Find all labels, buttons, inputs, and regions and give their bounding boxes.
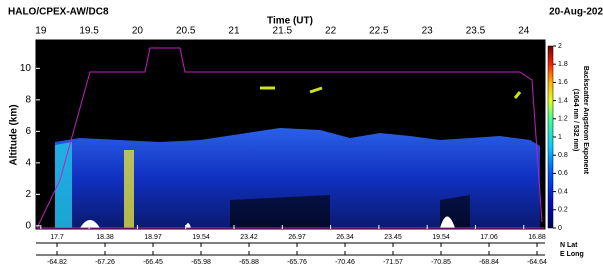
lon-label: -64.64 xyxy=(527,259,547,266)
y-tick-label: 6 xyxy=(25,126,31,137)
x-tick-label: 19.5 xyxy=(79,26,99,37)
aerosol-patch xyxy=(124,150,134,228)
y-tick-label: 10 xyxy=(20,63,32,74)
y-tick-label: 8 xyxy=(25,94,31,105)
lon-label: -65.76 xyxy=(287,259,307,266)
colorbar-tick-label: 1.8 xyxy=(558,61,568,68)
colorbar-tick-label: 0.2 xyxy=(558,207,568,214)
lat-label: 18.97 xyxy=(144,234,162,241)
lat-title: N Lat xyxy=(560,242,578,249)
plot-area xyxy=(36,40,545,229)
lat-label: 18.38 xyxy=(96,234,114,241)
lat-label: 17.06 xyxy=(480,234,498,241)
colorbar-tick-label: 0.6 xyxy=(558,170,568,177)
lat-label: 26.97 xyxy=(288,234,306,241)
y-tick-label: 2 xyxy=(25,189,31,200)
x-tick-label: 21 xyxy=(228,26,240,37)
lat-label: 23.42 xyxy=(240,234,258,241)
x-tick-label: 22.5 xyxy=(369,26,389,37)
colorbar-tick-label: 1 xyxy=(558,134,562,141)
colorbar-tick-label: 1.4 xyxy=(558,97,568,104)
shadow xyxy=(230,195,330,228)
y-tick-label: 0 xyxy=(25,220,31,231)
x-tick-label: 22 xyxy=(325,26,337,37)
x-tick-label: 19 xyxy=(35,26,47,37)
colorbar-label: (1064 nm / 532 nm) xyxy=(572,89,579,152)
lat-label: 19.54 xyxy=(192,234,210,241)
x-tick-label: 23.5 xyxy=(466,26,486,37)
colorbar-tick-label: 0.4 xyxy=(558,188,568,195)
colorbar-tick-label: 2 xyxy=(558,43,562,50)
colorbar-tick-label: 1.2 xyxy=(558,116,568,123)
lon-label: -67.26 xyxy=(95,259,115,266)
lon-title: E Long xyxy=(560,251,584,258)
lat-label: 26.34 xyxy=(336,234,354,241)
x-tick-label: 20.5 xyxy=(176,26,196,37)
x-tick-label: 23 xyxy=(422,26,434,37)
lat-label: 17.7 xyxy=(50,234,64,241)
y-axis-title: Altitude (km) xyxy=(9,104,20,165)
lat-label: 19.54 xyxy=(432,234,450,241)
lon-label: -64.82 xyxy=(47,259,67,266)
lon-label: -71.57 xyxy=(383,259,403,266)
lon-label: -66.45 xyxy=(143,259,163,266)
y-tick-label: 4 xyxy=(25,157,31,168)
colorbar-tick-label: 0.8 xyxy=(558,152,568,159)
lon-label: -65.88 xyxy=(239,259,259,266)
lon-label: -70.46 xyxy=(335,259,355,266)
colorbar-tick-label: 1.6 xyxy=(558,79,568,86)
lat-label: 16.88 xyxy=(528,234,546,241)
lon-label: -70.85 xyxy=(431,259,451,266)
x-tick-label: 24 xyxy=(518,26,530,37)
colorbar-tick-label: 0 xyxy=(558,225,562,232)
colorbar-label: Backscatter Angstrom Exponent xyxy=(582,66,589,175)
date: 20-Aug-202 xyxy=(549,7,603,18)
lat-label: 23.45 xyxy=(384,234,402,241)
lon-label: -68.84 xyxy=(479,259,499,266)
lon-label: -65.98 xyxy=(191,259,211,266)
chart: HALO/CPEX-AW/DC8 20-Aug-202 Time (UT) Al… xyxy=(0,0,603,266)
x-tick-label: 21.5 xyxy=(273,26,293,37)
chart-title: HALO/CPEX-AW/DC8 xyxy=(8,7,109,18)
colorbar xyxy=(548,46,553,228)
x-tick-label: 20 xyxy=(132,26,144,37)
